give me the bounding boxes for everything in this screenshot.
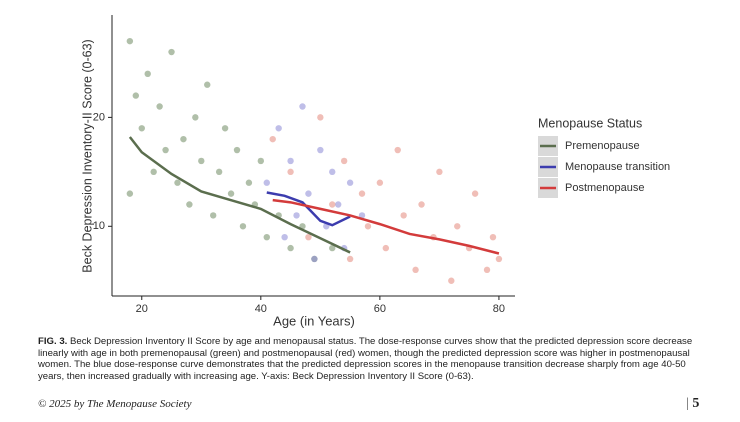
- scatter-point: [287, 157, 294, 165]
- y-tick-label: 10: [93, 220, 105, 232]
- scatter-point: [263, 233, 270, 241]
- scatter-point: [394, 146, 401, 154]
- y-tick-label: 20: [93, 111, 105, 123]
- scatter-point: [293, 212, 300, 219]
- scatter-point: [412, 266, 419, 274]
- scatter-point: [311, 255, 318, 263]
- page-number-text: 5: [692, 396, 700, 411]
- chart: Beck Depression Inventory-II Score (0-63…: [80, 15, 670, 328]
- scatter-point: [126, 37, 134, 45]
- fit-line: [272, 198, 500, 255]
- legend-title: Menopause Status: [538, 116, 642, 130]
- scatter-point: [275, 125, 282, 132]
- y-axis-label: Beck Depression Inventory-II Score (0-63…: [80, 39, 94, 272]
- scatter-point: [263, 179, 270, 186]
- scatter-point: [358, 190, 366, 197]
- scatter-point: [227, 190, 235, 197]
- scatter-point: [495, 255, 503, 263]
- scatter-point: [192, 114, 199, 121]
- legend-label: Menopause transition: [565, 161, 670, 173]
- scatter-point: [287, 168, 294, 176]
- scatter-point: [471, 190, 479, 197]
- scatter-point: [233, 146, 241, 154]
- scatter-point: [299, 103, 306, 110]
- x-tick-label: 20: [136, 303, 148, 315]
- scatter-point: [483, 266, 491, 274]
- scatter-point: [269, 135, 276, 143]
- scatter-point: [418, 201, 425, 208]
- scatter-point: [138, 125, 145, 132]
- fit-line: [266, 191, 351, 227]
- scatter-point: [221, 125, 229, 132]
- scatter-point: [400, 212, 407, 219]
- scatter-point: [489, 233, 497, 241]
- scatter-point: [448, 277, 455, 284]
- scatter-point: [198, 157, 205, 165]
- scatter-point: [168, 48, 175, 56]
- fit-line: [128, 136, 351, 254]
- scatter-point: [335, 201, 342, 208]
- scatter-point: [245, 179, 253, 186]
- x-tick-label: 80: [493, 303, 505, 315]
- caption: FIG. 3. Beck Depression Inventory II Sco…: [38, 336, 706, 382]
- scatter-point: [436, 168, 443, 176]
- scatter-point: [382, 244, 390, 252]
- scatter-point: [317, 114, 324, 121]
- x-axis-label: Age (in Years): [273, 313, 355, 328]
- scatter-point: [287, 244, 294, 252]
- scatter-point: [376, 179, 384, 186]
- scatter-point: [346, 179, 354, 186]
- scatter-point: [204, 81, 211, 88]
- scatter-point: [281, 233, 288, 241]
- page-number: | 5: [686, 396, 700, 411]
- scatter-point: [180, 135, 187, 143]
- scatter-point: [340, 157, 348, 165]
- scatter-point: [186, 201, 193, 208]
- scatter-point: [317, 146, 324, 154]
- scatter-point: [156, 103, 163, 110]
- scatter-point: [126, 190, 134, 197]
- scatter-point: [144, 70, 151, 78]
- legend-label: Postmenopause: [565, 182, 645, 194]
- scatter-point: [209, 212, 217, 219]
- scatter-point: [358, 212, 366, 219]
- scatter-point: [305, 190, 312, 197]
- legend-label: Premenopause: [565, 140, 640, 152]
- scatter-point: [174, 179, 181, 186]
- scatter-point: [215, 168, 223, 176]
- copyright: © 2025 by The Menopause Society: [38, 398, 192, 410]
- caption-label: FIG. 3.: [38, 336, 68, 347]
- scatter-point: [454, 223, 461, 230]
- scatter-point: [162, 146, 169, 154]
- x-tick-label: 60: [374, 303, 386, 315]
- scatter-point: [346, 255, 354, 263]
- scatter-point: [364, 223, 372, 230]
- scatter-point: [329, 244, 336, 252]
- scatter-point: [329, 201, 336, 208]
- scatter-point: [150, 168, 157, 176]
- x-tick-label: 40: [255, 303, 267, 315]
- caption-text: Beck Depression Inventory II Score by ag…: [38, 336, 693, 382]
- scatter-point: [239, 223, 247, 230]
- scatter-point: [329, 168, 336, 176]
- scatter-point: [257, 157, 265, 165]
- scatter-point: [305, 233, 312, 241]
- scatter-point: [132, 92, 140, 99]
